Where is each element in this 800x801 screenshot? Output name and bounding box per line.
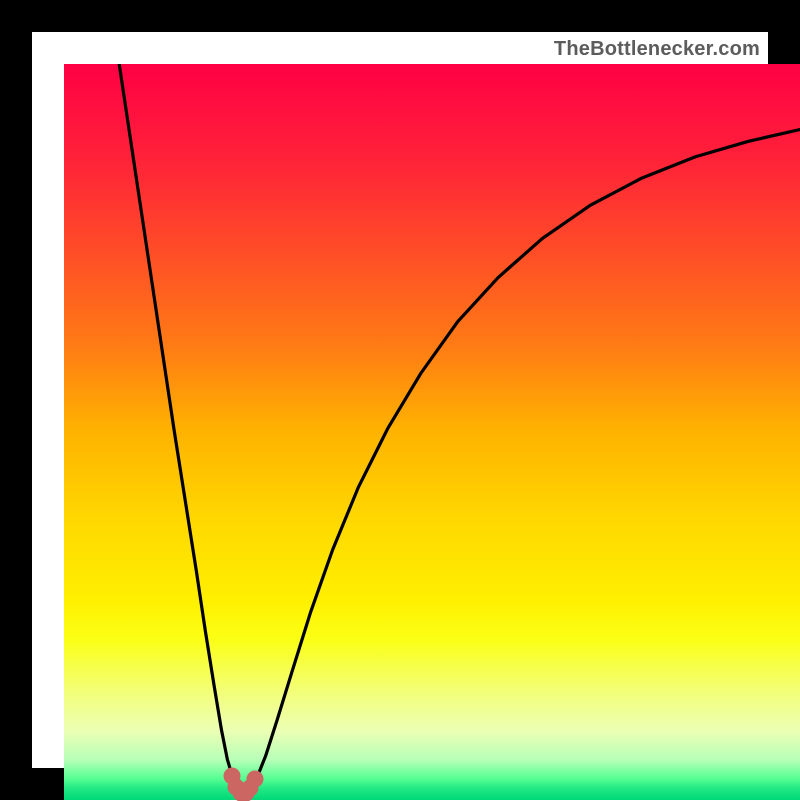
watermark-text: TheBottlenecker.com xyxy=(554,38,760,61)
trough-marker xyxy=(247,771,264,788)
plot-area xyxy=(64,64,800,800)
curve-layer xyxy=(64,64,800,800)
bottleneck-curve xyxy=(119,64,800,793)
chart-frame: TheBottlenecker.com xyxy=(0,0,800,800)
